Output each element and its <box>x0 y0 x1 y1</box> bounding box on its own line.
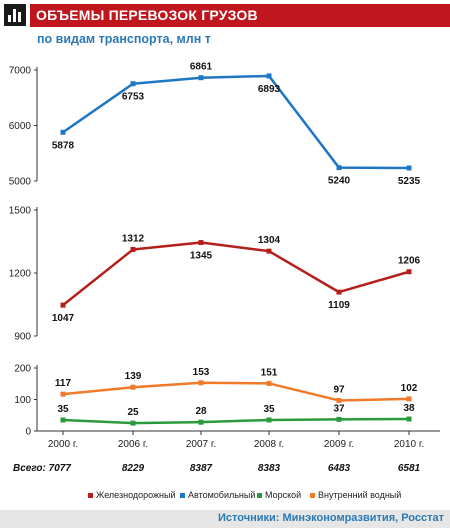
total-value: 6483 <box>328 463 351 474</box>
series-line <box>62 74 410 170</box>
data-point <box>130 384 136 390</box>
legend-swatch <box>180 493 185 498</box>
data-point <box>336 397 342 403</box>
data-label: 102 <box>401 383 418 394</box>
data-label: 35 <box>263 404 275 415</box>
data-label: 5235 <box>398 176 421 187</box>
y-tick-label: 900 <box>14 332 31 343</box>
y-tick-label: 0 <box>25 427 31 438</box>
x-tick-label: 2008 г. <box>254 439 284 450</box>
data-label: 28 <box>195 406 207 417</box>
data-label: 153 <box>193 367 210 378</box>
data-label: 1047 <box>52 313 75 324</box>
data-point <box>198 419 204 425</box>
data-point <box>266 417 272 423</box>
data-point <box>336 416 342 422</box>
x-tick-label: 2007 г. <box>186 439 216 450</box>
totals-label: Всего: 7077 <box>13 463 71 474</box>
data-point <box>406 269 412 275</box>
bar-chart-icon <box>4 4 26 26</box>
data-point <box>130 81 136 87</box>
data-point <box>198 75 204 81</box>
data-point <box>130 420 136 426</box>
data-point <box>266 73 272 79</box>
data-label: 37 <box>333 403 345 414</box>
data-label: 6893 <box>258 84 281 95</box>
y-tick-label: 1500 <box>9 206 32 217</box>
series-line <box>62 417 410 425</box>
total-value: 8229 <box>122 463 145 474</box>
data-point <box>406 396 412 402</box>
footer: Источники: Минэкономразвития, Росстат <box>0 510 450 528</box>
data-label: 35 <box>57 404 69 415</box>
y-tick-label: 1200 <box>9 269 32 280</box>
data-point <box>60 129 66 135</box>
data-point <box>406 416 412 422</box>
data-label: 5240 <box>328 176 351 187</box>
total-value: 6581 <box>398 463 421 474</box>
data-point <box>336 165 342 171</box>
data-label: 97 <box>333 384 345 395</box>
x-tick-label: 2006 г. <box>118 439 148 450</box>
data-label: 1304 <box>258 235 281 246</box>
data-label: 5878 <box>52 140 75 151</box>
header: ОБЪЕМЫ ПЕРЕВОЗОК ГРУЗОВ <box>0 0 450 30</box>
x-tick-label: 2000 г. <box>48 439 78 450</box>
data-point <box>130 246 136 252</box>
y-tick-label: 7000 <box>9 66 32 77</box>
legend-swatch <box>88 493 93 498</box>
source-note: Источники: Минэкономразвития, Росстат <box>218 512 444 524</box>
data-point <box>266 380 272 386</box>
data-point <box>406 165 412 171</box>
legend-label: Морской <box>265 490 301 500</box>
data-point <box>60 391 66 397</box>
legend-label: Железнодорожный <box>96 490 176 500</box>
y-tick-label: 6000 <box>9 121 32 132</box>
y-tick-label: 100 <box>14 395 31 406</box>
chart-subtitle: по видам транспорта, млн т <box>37 32 211 46</box>
data-label: 139 <box>125 371 142 382</box>
legend-label: Автомобильный <box>188 490 255 500</box>
data-label: 1345 <box>190 251 213 262</box>
data-label: 1109 <box>328 300 350 311</box>
chart-title: ОБЪЕМЫ ПЕРЕВОЗОК ГРУЗОВ <box>36 7 258 23</box>
data-label: 25 <box>127 407 139 418</box>
data-point <box>266 248 272 254</box>
y-tick-label: 200 <box>14 364 31 375</box>
data-label: 117 <box>55 378 72 389</box>
series-line <box>62 241 410 307</box>
total-value: 8387 <box>190 463 213 474</box>
legend-swatch <box>310 493 315 498</box>
data-point <box>60 302 66 308</box>
series-line <box>62 381 410 402</box>
data-label: 1312 <box>122 233 145 244</box>
title-bar: ОБЪЕМЫ ПЕРЕВОЗОК ГРУЗОВ <box>30 4 450 27</box>
x-tick-label: 2009 г. <box>324 439 354 450</box>
legend-label: Внутренний водный <box>318 490 401 500</box>
data-point <box>60 417 66 423</box>
y-tick-label: 5000 <box>9 177 32 188</box>
data-point <box>336 289 342 295</box>
legend-swatch <box>257 493 262 498</box>
total-value: 8383 <box>258 463 281 474</box>
data-point <box>198 240 204 246</box>
data-label: 6753 <box>122 92 145 103</box>
x-tick-label: 2010 г. <box>394 439 424 450</box>
data-label: 38 <box>403 403 415 414</box>
data-point <box>198 380 204 386</box>
data-label: 151 <box>261 367 278 378</box>
data-label: 1206 <box>398 256 421 267</box>
data-label: 6861 <box>190 62 213 73</box>
line-chart: 5000 6000 7000 5878 6753 6861 6893 5240 5235 900 1… <box>9 62 440 500</box>
